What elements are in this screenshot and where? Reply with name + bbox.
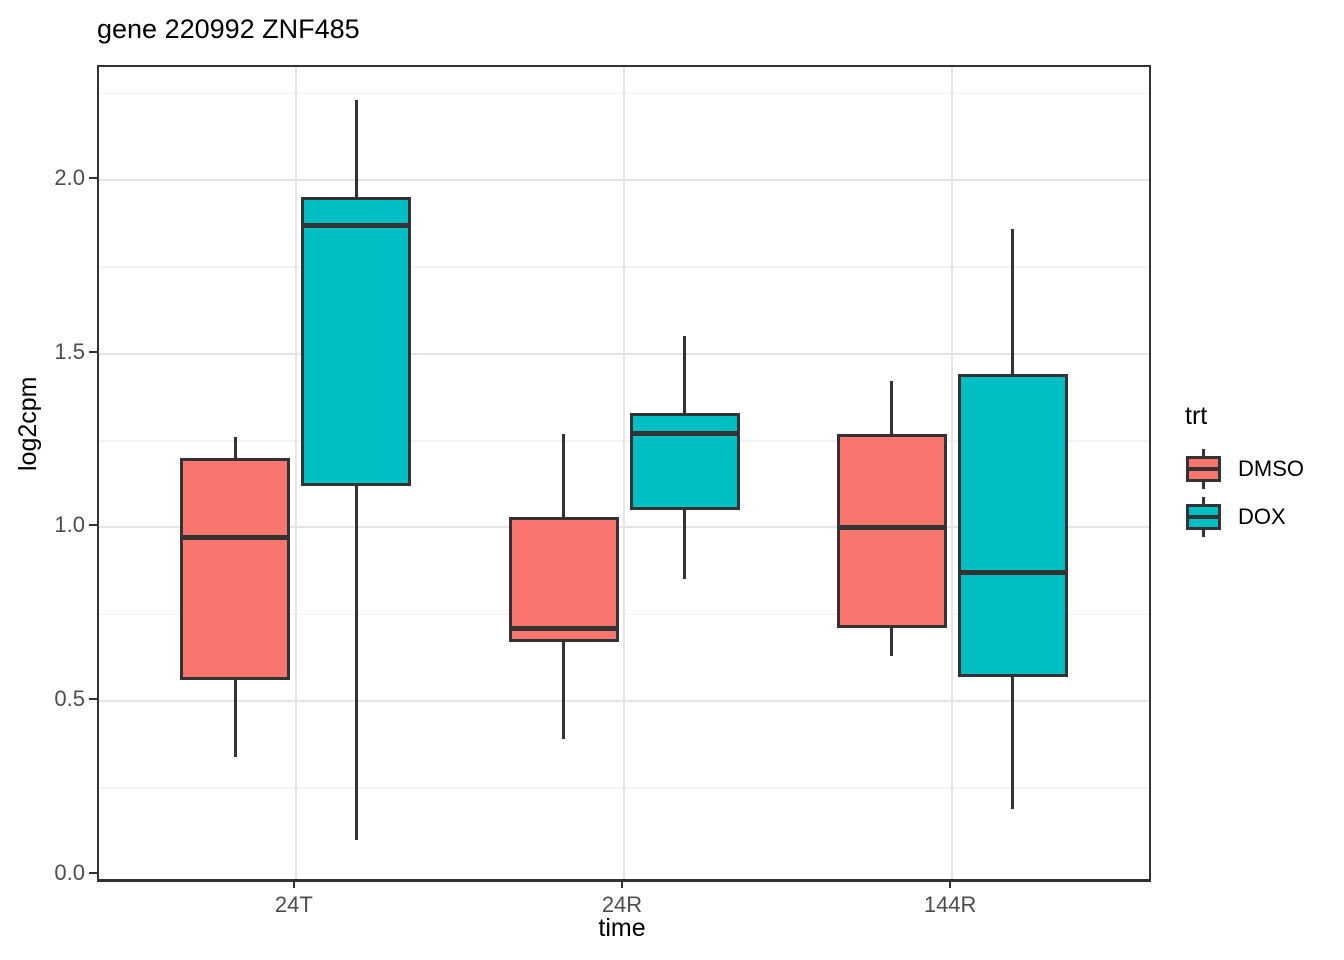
x-tick-label: 24R (601, 892, 643, 917)
legend-entry-dmso: DMSO (1185, 445, 1304, 493)
gridline-major-x (623, 67, 625, 879)
boxplot-median (957, 570, 1068, 576)
boxplot-box-dox-144R (957, 374, 1068, 677)
boxplot-median (836, 524, 947, 530)
y-tick-mark (89, 871, 97, 874)
y-tick-label: 0.0 (54, 859, 85, 885)
legend-key-median (1186, 467, 1221, 471)
y-tick-mark (89, 350, 97, 353)
boxplot-box-dmso-144R (836, 433, 947, 629)
x-tick-label: 144R (923, 892, 977, 917)
gridline-major-x (951, 67, 954, 879)
y-tick-label: 1.0 (54, 512, 85, 538)
legend-label: DMSO (1238, 456, 1304, 481)
y-tick-mark (89, 524, 97, 527)
boxplot-box-dox-24R (629, 412, 740, 510)
x-tick-label: 24T (274, 892, 313, 917)
y-tick-label: 0.5 (54, 686, 85, 712)
x-tick-mark (949, 880, 952, 888)
legend-entry-dox: DOX (1185, 493, 1304, 541)
boxplot-median (508, 625, 619, 631)
x-axis-title: time (598, 914, 646, 942)
legend-key-icon (1185, 447, 1222, 491)
boxplot-box-dmso-24R (508, 516, 619, 643)
boxplot-median (301, 222, 412, 228)
legend: trt DMSO DOX (1185, 402, 1304, 541)
boxplot-box-dox-24T (301, 197, 412, 486)
boxplot-median (629, 431, 740, 437)
gridline-major-x (294, 67, 297, 879)
legend-entries: DMSO DOX (1185, 445, 1304, 541)
chart-title: gene 220992 ZNF485 (97, 14, 360, 44)
legend-key-icon (1185, 495, 1222, 539)
x-tick-mark (292, 880, 295, 888)
boxplot-box-dmso-24T (180, 457, 291, 681)
legend-label: DOX (1238, 504, 1286, 529)
boxplot-median (180, 535, 291, 541)
legend-title: trt (1185, 402, 1208, 430)
y-tick-mark (89, 176, 97, 179)
plot-panel (97, 65, 1151, 882)
y-tick-label: 2.0 (54, 164, 85, 190)
y-tick-mark (89, 698, 97, 701)
legend-key-median (1186, 515, 1221, 519)
x-tick-mark (621, 880, 623, 888)
y-tick-label: 1.5 (54, 338, 85, 364)
